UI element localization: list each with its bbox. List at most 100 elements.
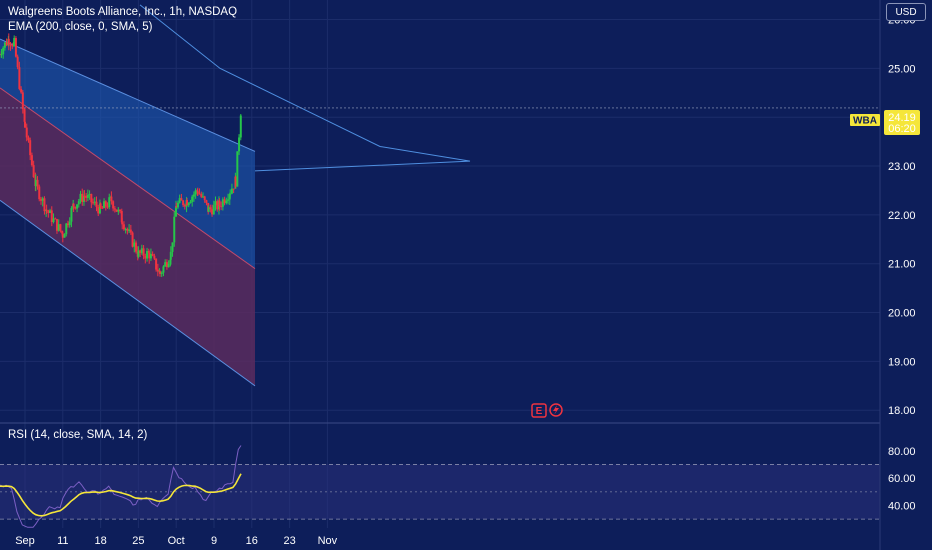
- channel-lower-line[interactable]: [0, 199, 256, 387]
- candle-body: [93, 201, 96, 203]
- event-markers[interactable]: E: [531, 403, 563, 418]
- candle-body: [234, 176, 237, 187]
- regression-channel[interactable]: [0, 38, 256, 387]
- candle-body: [174, 206, 177, 217]
- candle-body: [225, 200, 228, 204]
- candle-body: [49, 210, 52, 213]
- candle-body: [214, 201, 217, 206]
- candle-body: [128, 229, 131, 231]
- candle-body: [131, 232, 134, 247]
- candle-body: [68, 221, 71, 226]
- candle-body: [83, 195, 86, 197]
- candle-body: [25, 127, 28, 138]
- candle-body: [187, 203, 190, 206]
- candle-body: [29, 140, 32, 156]
- last-price-badge[interactable]: WBA 24.19 06:20: [850, 110, 920, 135]
- candle-body: [65, 223, 68, 235]
- candle-body: [55, 218, 58, 231]
- candle-body: [52, 218, 55, 223]
- candle-body: [175, 206, 178, 208]
- channel-mid-line[interactable]: [0, 87, 256, 270]
- lightning-icon: [553, 405, 559, 415]
- candle-body: [238, 137, 241, 152]
- candle-body: [135, 242, 138, 252]
- candle-body: [66, 223, 69, 226]
- candle-body: [106, 206, 109, 208]
- candle-body: [196, 191, 199, 194]
- candle-body: [180, 198, 183, 201]
- candle-body: [95, 201, 98, 207]
- candle-body: [186, 200, 188, 206]
- ema-line[interactable]: [139, 4, 471, 172]
- candle-body: [192, 194, 195, 197]
- price-axis[interactable]: [880, 0, 932, 550]
- candle-body: [146, 250, 149, 259]
- candle-body: [115, 209, 118, 212]
- candle-body: [140, 248, 143, 253]
- candle-body: [113, 208, 116, 210]
- candle-body: [108, 197, 111, 208]
- candle-body: [38, 186, 41, 200]
- candle-body: [151, 253, 154, 256]
- chart-title[interactable]: Walgreens Boots Alliance, Inc., 1h, NASD…: [8, 6, 237, 18]
- candle-body: [101, 207, 104, 209]
- candle-body: [201, 196, 204, 198]
- candle-body: [103, 201, 106, 209]
- candle-body: [227, 199, 230, 201]
- channel-upper-line[interactable]: [0, 38, 256, 152]
- candle-body: [85, 195, 88, 198]
- time-tick-label: 11: [57, 535, 68, 547]
- candle-body: [239, 115, 242, 138]
- candle-body: [121, 222, 124, 225]
- candle-body: [79, 193, 82, 202]
- candle-body: [104, 201, 107, 207]
- candle-body: [209, 207, 212, 210]
- ema-indicator-label[interactable]: EMA (200, close, 0, SMA, 5): [8, 21, 153, 33]
- candle-body: [189, 201, 192, 204]
- time-tick-label: 25: [132, 535, 144, 547]
- candle-body: [23, 109, 26, 122]
- candle-body: [3, 42, 6, 48]
- candle-body: [200, 194, 203, 197]
- candle-body: [194, 190, 197, 195]
- candle-body: [236, 151, 239, 187]
- candle-body: [24, 121, 26, 128]
- price-tick-label: 25.00: [888, 63, 916, 75]
- time-tick-label: Sep: [15, 535, 35, 547]
- candlesticks[interactable]: [0, 33, 242, 278]
- currency-button[interactable]: USD: [886, 3, 926, 21]
- upper-channel-fill: [0, 39, 255, 269]
- rsi-indicator-label[interactable]: RSI (14, close, SMA, 14, 2): [8, 429, 148, 441]
- candle-body: [124, 228, 127, 230]
- price-tag: [884, 110, 920, 135]
- candle-body: [97, 206, 100, 214]
- candle-body: [137, 250, 140, 257]
- candle-body: [112, 201, 115, 209]
- price-tick-label: 19.00: [888, 356, 916, 368]
- earnings-icon[interactable]: [531, 403, 547, 418]
- candle-body: [77, 201, 80, 205]
- candle-body: [98, 203, 101, 214]
- time-tick-label: Nov: [318, 535, 338, 547]
- candle-body: [139, 250, 142, 253]
- dividend-icon[interactable]: [549, 403, 563, 417]
- candle-body: [110, 196, 113, 202]
- candle-body: [211, 209, 214, 215]
- rsi-tick-label: 80.00: [888, 446, 916, 458]
- candle-body: [117, 209, 120, 212]
- rsi-ma-line[interactable]: [0, 473, 242, 517]
- candle-body: [119, 209, 122, 211]
- bar-countdown: 06:20: [888, 123, 916, 135]
- candle-body: [12, 41, 15, 46]
- rsi-tick-label: 40.00: [888, 500, 916, 512]
- candle-body: [92, 202, 95, 204]
- candle-body: [178, 198, 181, 203]
- candle-body: [74, 206, 77, 209]
- candle-body: [45, 209, 48, 211]
- rsi-line[interactable]: [0, 445, 242, 528]
- rsi-panel[interactable]: [0, 445, 880, 528]
- candle-body: [153, 255, 156, 259]
- candle-body: [63, 234, 66, 238]
